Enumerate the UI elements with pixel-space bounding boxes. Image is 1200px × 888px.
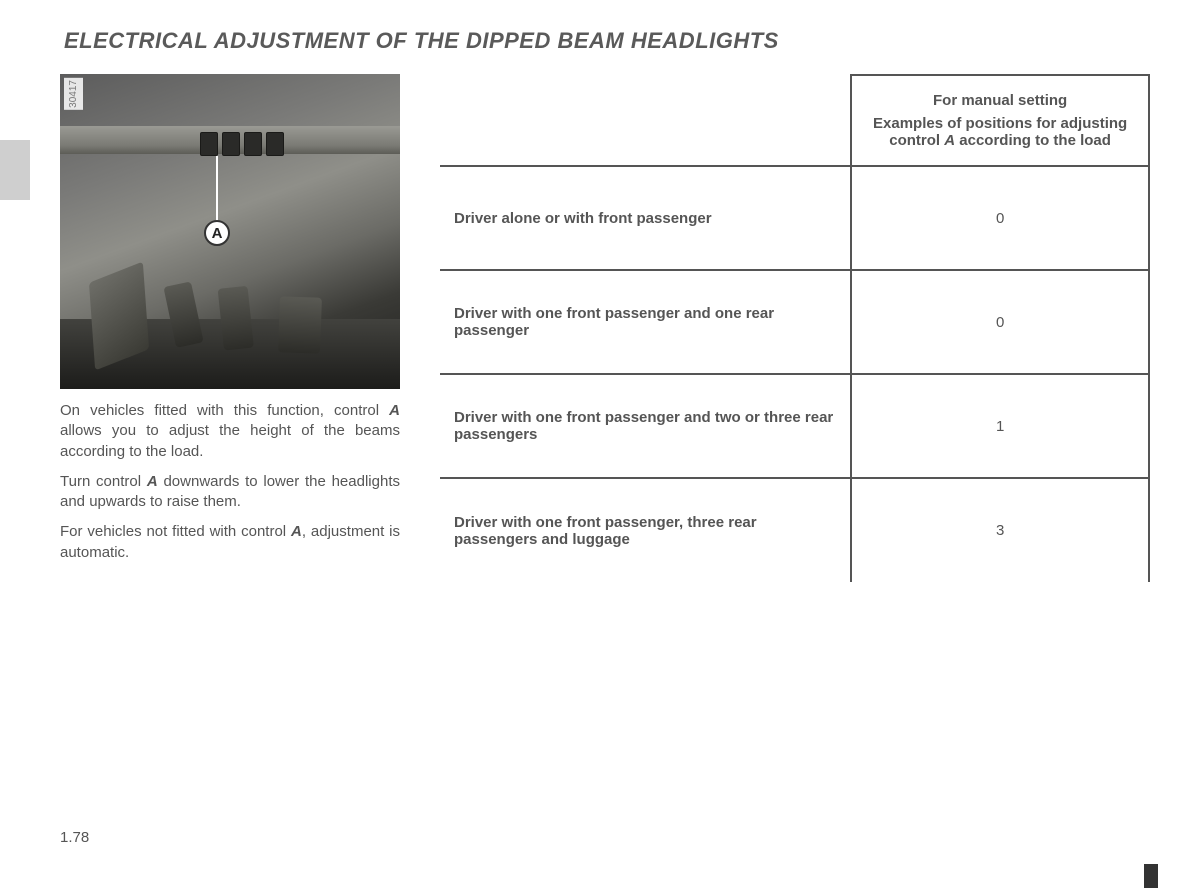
table-header-row: For manual setting Examples of positions…: [440, 75, 1149, 166]
right-column: For manual setting Examples of positions…: [440, 74, 1150, 582]
dashboard-buttons: [200, 132, 284, 156]
description-text: On vehicles fitted with this function, c…: [60, 401, 400, 563]
header-line-1: For manual setting: [866, 92, 1134, 109]
page-number: 1.78: [60, 829, 89, 846]
table-row: Driver with one front passenger and two …: [440, 374, 1149, 478]
text: allows you to adjust the height of the b…: [60, 422, 400, 459]
settings-table: For manual setting Examples of positions…: [440, 74, 1150, 582]
content-row: 30417 A On vehicles fitted with t: [60, 74, 1150, 582]
table-header-settings: For manual setting Examples of positions…: [851, 75, 1149, 166]
text: according to the load: [955, 132, 1111, 149]
callout-label-a: A: [204, 220, 230, 246]
headlight-adjust-dial: [200, 132, 218, 156]
table-row: Driver with one front passenger and one …: [440, 270, 1149, 374]
table-header-empty: [440, 75, 851, 166]
dashboard-button: [266, 132, 284, 156]
control-ref-a: A: [291, 523, 302, 540]
left-column: 30417 A On vehicles fitted with t: [60, 74, 400, 573]
control-ref-a: A: [147, 473, 158, 490]
figure-code: 30417: [64, 78, 83, 110]
text: For vehicles not fitted with control: [60, 523, 291, 540]
callout-leader-line: [216, 156, 218, 224]
manual-page: ELECTRICAL ADJUSTMENT OF THE DIPPED BEAM…: [0, 0, 1200, 582]
control-ref-a: A: [944, 132, 955, 149]
load-description: Driver alone or with front passenger: [440, 166, 851, 270]
table-row: Driver with one front passenger, three r…: [440, 478, 1149, 582]
accelerator-pedal: [278, 296, 322, 353]
load-description: Driver with one front passenger and two …: [440, 374, 851, 478]
load-description: Driver with one front passenger, three r…: [440, 478, 851, 582]
paragraph-2: Turn control A downwards to lower the he…: [60, 472, 400, 513]
setting-value: 0: [851, 270, 1149, 374]
header-line-2: Examples of positions for adjusting cont…: [866, 115, 1134, 149]
brake-pedal: [218, 286, 254, 351]
setting-value: 1: [851, 374, 1149, 478]
page-edge-marker: [1144, 864, 1158, 888]
dashboard-figure: 30417 A: [60, 74, 400, 389]
paragraph-1: On vehicles fitted with this function, c…: [60, 401, 400, 462]
dashboard-button: [222, 132, 240, 156]
dashboard-button: [244, 132, 262, 156]
control-ref-a: A: [389, 402, 400, 419]
table-row: Driver alone or with front passenger 0: [440, 166, 1149, 270]
page-title: ELECTRICAL ADJUSTMENT OF THE DIPPED BEAM…: [64, 28, 1150, 54]
paragraph-3: For vehicles not fitted with control A, …: [60, 522, 400, 563]
setting-value: 0: [851, 166, 1149, 270]
setting-value: 3: [851, 478, 1149, 582]
text: On vehicles fitted with this function, c…: [60, 402, 389, 419]
text: Turn control: [60, 473, 147, 490]
load-description: Driver with one front passenger and one …: [440, 270, 851, 374]
page-side-tab: [0, 140, 30, 200]
